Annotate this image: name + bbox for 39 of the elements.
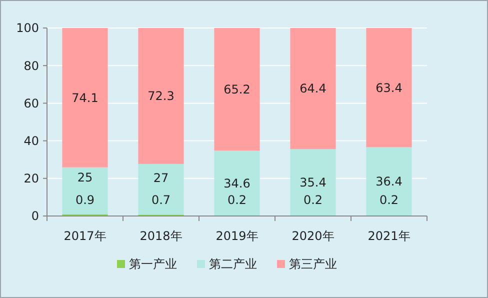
data-label: 0.2 (303, 193, 323, 208)
data-label: 35.4 (300, 176, 326, 190)
y-tick-label: 40 (24, 134, 39, 148)
legend-label: 第一产业 (129, 257, 177, 272)
bar (214, 28, 260, 151)
y-tick-label: 0 (31, 209, 39, 224)
y-tick-label: 20 (24, 172, 39, 186)
data-label: 0.2 (379, 193, 399, 208)
bar (62, 167, 108, 214)
data-label: 64.4 (300, 82, 326, 96)
data-label: 0.7 (151, 193, 171, 208)
data-label: 36.4 (376, 174, 402, 189)
bar (290, 28, 336, 150)
x-tick-label: 2017年 (64, 229, 106, 244)
x-tick-label: 2021年 (368, 229, 410, 244)
data-label: 0.2 (227, 193, 247, 208)
bar (290, 149, 336, 216)
x-tick-label: 2019年 (216, 229, 258, 244)
bar (366, 147, 412, 216)
bar (138, 164, 184, 215)
y-tick-label: 100 (16, 21, 39, 36)
data-label: 74.1 (72, 90, 98, 105)
data-label: 0.9 (75, 193, 95, 208)
data-label: 25 (77, 170, 93, 185)
x-tick-label: 2018年 (140, 229, 182, 244)
data-label: 65.2 (224, 82, 250, 96)
x-tick-label: 2020年 (292, 229, 334, 244)
data-label: 72.3 (148, 89, 174, 104)
bar (138, 28, 184, 164)
legend-label: 第二产业 (209, 257, 257, 272)
data-label: 27 (153, 170, 169, 185)
data-label: 34.6 (224, 176, 250, 190)
y-tick-label: 80 (24, 58, 39, 73)
bar (214, 150, 260, 216)
bar (62, 28, 108, 168)
bar (366, 28, 412, 148)
y-tick-label: 60 (24, 96, 39, 110)
data-label: 63.4 (376, 80, 402, 95)
legend-label: 第三产业 (289, 257, 337, 272)
